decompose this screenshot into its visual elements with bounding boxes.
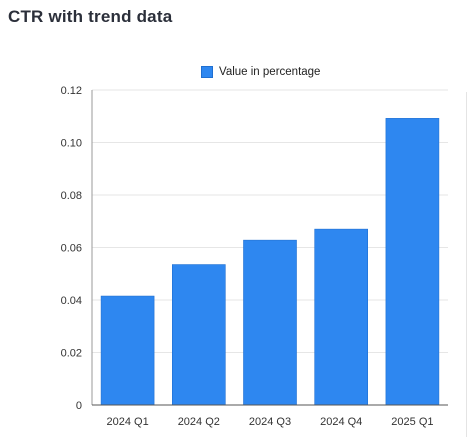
bar-2024-q1[interactable] [100, 295, 155, 406]
legend-label: Value in percentage [219, 66, 321, 78]
y-axis-ticks: 0 0.02 0.04 0.06 0.08 0.10 0.12 [61, 85, 82, 412]
y-tick-label: 0.12 [61, 85, 82, 97]
bar-2024-q2[interactable] [172, 264, 226, 406]
bars [100, 118, 440, 406]
x-tick-label: 2024 Q4 [320, 416, 362, 428]
panel-divider [466, 92, 467, 437]
legend-swatch [201, 66, 213, 78]
bar-2024-q3[interactable] [243, 239, 297, 406]
x-tick-label: 2024 Q2 [178, 416, 220, 428]
y-tick-label: 0 [76, 400, 82, 412]
y-tick-label: 0.04 [61, 295, 82, 307]
chart-title: CTR with trend data [8, 7, 173, 26]
bar-2024-q4[interactable] [314, 228, 369, 406]
x-axis-ticks: 2024 Q1 2024 Q2 2024 Q3 2024 Q4 2025 Q1 [106, 416, 433, 428]
x-tick-label: 2024 Q3 [249, 416, 291, 428]
bar-2025-q1[interactable] [385, 118, 440, 406]
chart-legend[interactable]: Value in percentage [201, 66, 320, 78]
y-tick-label: 0.06 [61, 243, 82, 255]
y-tick-label: 0.02 [61, 348, 82, 360]
y-tick-label: 0.10 [61, 138, 82, 150]
y-tick-label: 0.08 [61, 190, 82, 202]
x-tick-label: 2024 Q1 [106, 416, 148, 428]
x-tick-label: 2025 Q1 [391, 416, 433, 428]
